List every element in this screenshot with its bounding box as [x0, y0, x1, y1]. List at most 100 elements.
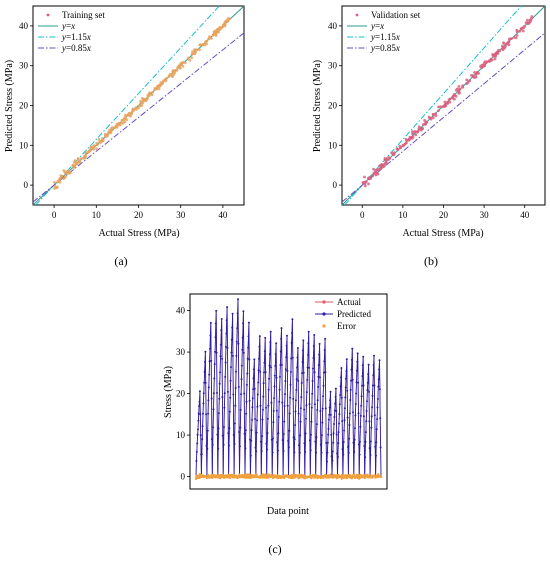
predicted-point — [360, 395, 363, 398]
predicted-point — [249, 454, 252, 457]
predicted-point — [226, 390, 229, 393]
b-point — [452, 93, 456, 96]
a-point — [84, 152, 88, 156]
predicted-point — [247, 321, 250, 324]
a-point — [123, 120, 127, 124]
predicted-point — [307, 330, 310, 333]
predicted-point — [367, 363, 370, 366]
b-y-tick-label: 40 — [328, 21, 338, 31]
predicted-point — [299, 420, 302, 423]
predicted-point — [305, 391, 308, 394]
predicted-point — [196, 433, 199, 436]
predicted-point — [340, 376, 342, 379]
predicted-point — [371, 406, 374, 409]
predicted-point — [226, 346, 229, 349]
a-point — [198, 43, 202, 47]
predicted-point — [339, 394, 342, 396]
predicted-point — [329, 413, 332, 416]
predicted-point — [322, 384, 325, 387]
plot-frame-c — [189, 293, 388, 490]
predicted-point — [251, 406, 254, 409]
b-x-tick-label: 40 — [520, 210, 530, 220]
predicted-point — [373, 414, 376, 417]
predicted-point — [199, 413, 202, 416]
predicted-point — [277, 416, 280, 418]
a-point — [95, 141, 99, 145]
predicted-point — [375, 454, 377, 457]
predicted-point — [304, 450, 307, 453]
predicted-point — [348, 424, 351, 426]
predicted-point — [364, 440, 367, 443]
predicted-point — [209, 334, 212, 337]
a-point — [179, 66, 182, 70]
predicted-point — [363, 445, 366, 447]
predicted-point — [352, 411, 354, 414]
a-x-tick-label: 30 — [176, 210, 186, 220]
a-y-tick-label: 30 — [19, 61, 29, 71]
a-legend-marker — [46, 13, 50, 17]
predicted-point — [212, 408, 215, 411]
predicted-point — [201, 425, 204, 428]
predicted-point — [261, 435, 264, 438]
b-point — [402, 143, 406, 147]
y-axis-label-a: Predicted Stress (MPa) — [4, 60, 15, 152]
predicted-point — [287, 439, 290, 442]
predicted-point — [300, 382, 303, 384]
predicted-point — [326, 451, 329, 454]
b-point — [437, 109, 440, 112]
predicted-point — [273, 397, 276, 400]
predicted-point — [351, 378, 354, 381]
predicted-point — [290, 341, 293, 344]
b-point — [363, 175, 366, 179]
b-legend-label: y=x — [370, 21, 384, 31]
a-point — [168, 74, 171, 78]
a-point — [181, 64, 185, 68]
predicted-point — [231, 354, 234, 357]
predicted-point — [291, 356, 294, 359]
a-point — [193, 48, 197, 52]
predicted-point — [197, 428, 199, 431]
predicted-point — [256, 419, 258, 422]
predicted-point — [323, 360, 326, 363]
predicted-point — [280, 327, 283, 330]
predicted-point — [283, 405, 286, 407]
predicted-point — [301, 349, 304, 352]
predicted-point — [253, 358, 256, 361]
predicted-point — [318, 353, 321, 356]
predicted-point — [263, 371, 265, 374]
predicted-point — [319, 443, 322, 446]
predicted-point — [277, 432, 280, 435]
a-legend-label: y=0.85x — [61, 43, 91, 53]
a-point — [78, 159, 81, 162]
predicted-point — [244, 447, 247, 450]
predicted-point — [373, 384, 376, 387]
predicted-point — [217, 412, 220, 415]
predicted-point — [310, 433, 312, 436]
predicted-point — [340, 367, 343, 369]
predicted-point — [345, 358, 348, 361]
a-point — [125, 118, 129, 121]
predicted-point — [368, 390, 370, 393]
predicted-point — [378, 359, 381, 362]
error-point — [353, 473, 356, 476]
b-point — [442, 105, 446, 108]
predicted-point — [331, 459, 334, 462]
predicted-point — [353, 438, 356, 441]
predicted-point — [317, 385, 320, 388]
predicted-point — [319, 410, 322, 413]
predicted-point — [240, 364, 243, 367]
predicted-point — [369, 440, 372, 443]
a-point — [155, 87, 159, 91]
predicted-point — [284, 368, 287, 371]
predicted-point — [221, 434, 224, 437]
predicted-point — [316, 399, 319, 402]
a-point — [190, 52, 194, 56]
predicted-point — [309, 449, 312, 452]
predicted-point — [342, 453, 345, 456]
predicted-point — [295, 378, 298, 381]
predicted-point — [213, 377, 216, 380]
predicted-point — [304, 432, 307, 435]
predicted-point — [321, 421, 324, 424]
predicted-point — [343, 429, 346, 432]
legend-c: Actual Predicted Error — [315, 297, 371, 331]
